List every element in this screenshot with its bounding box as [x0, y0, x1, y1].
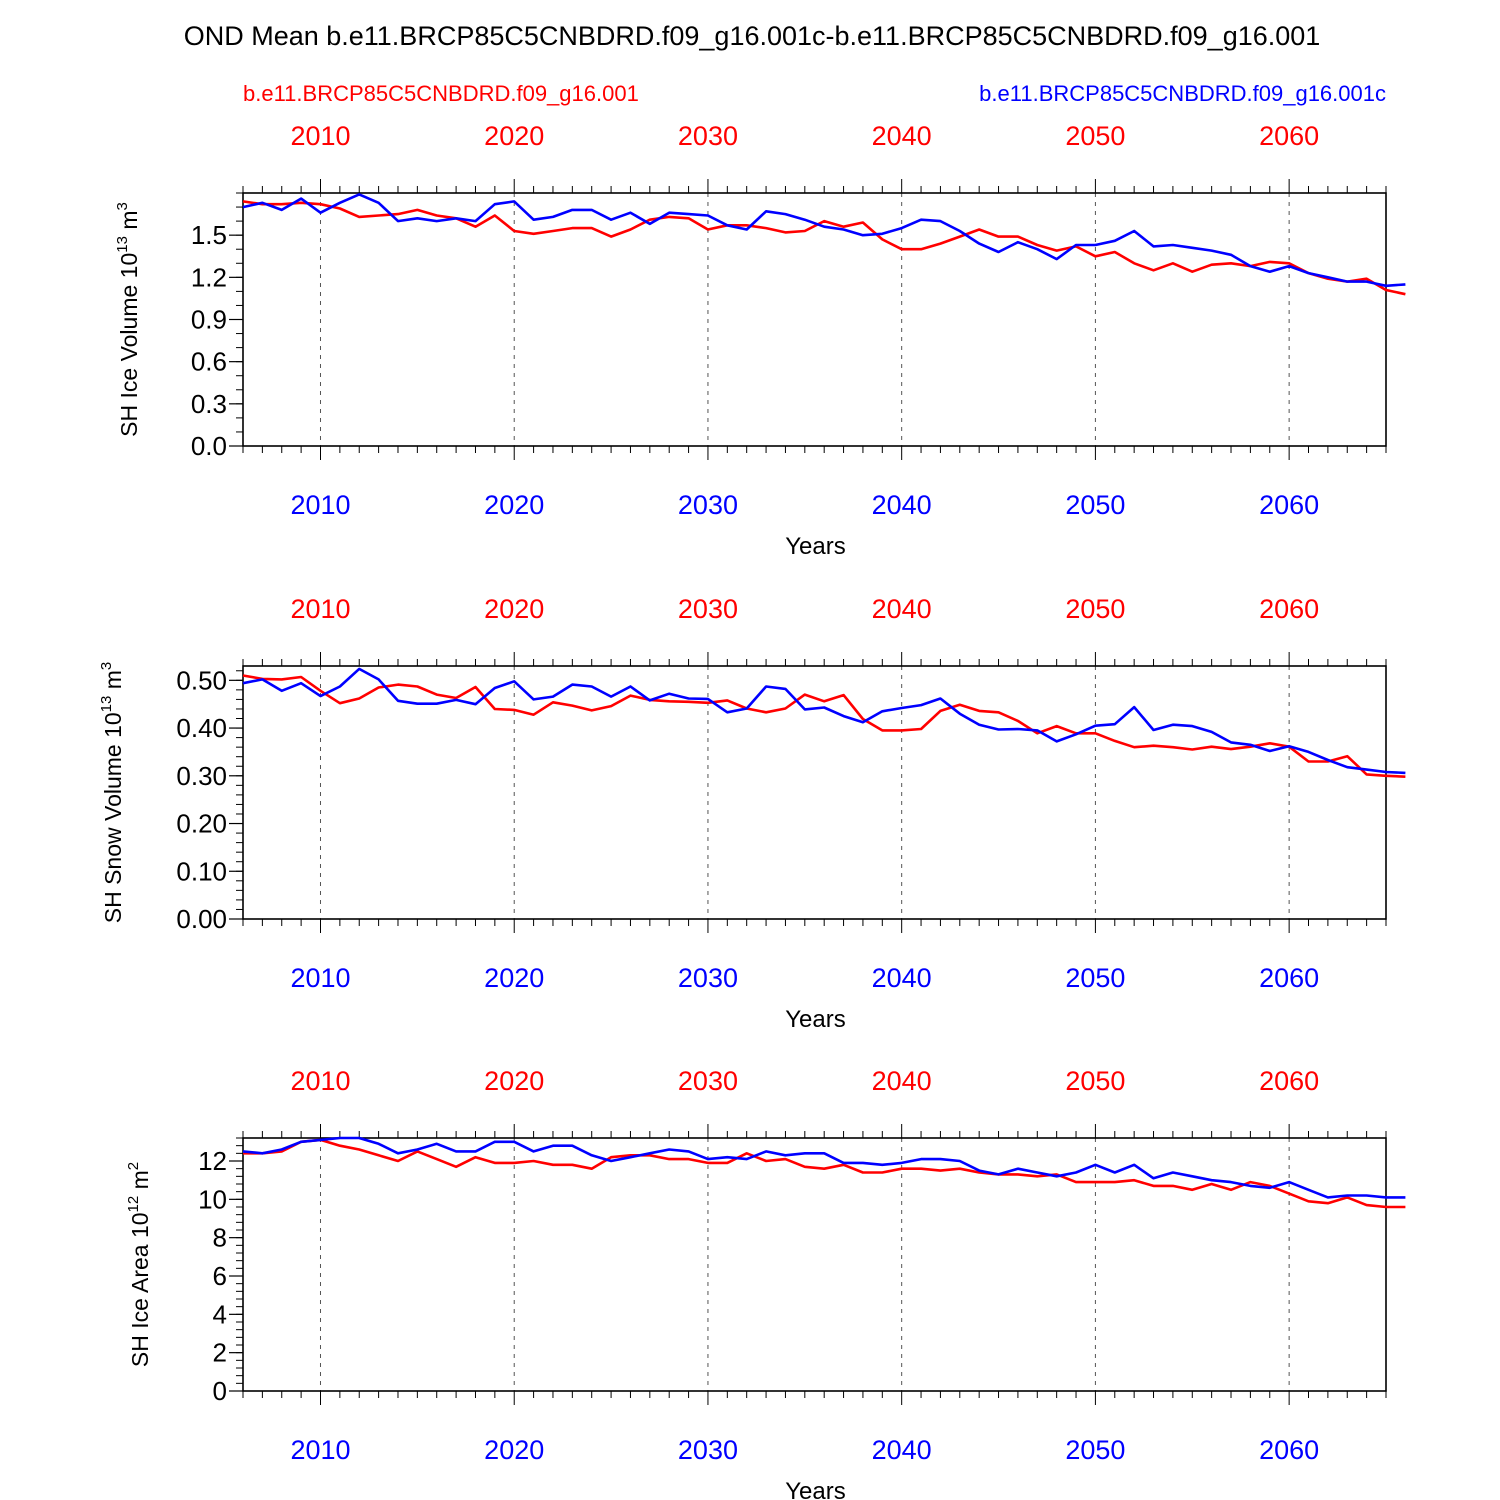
y-axis-label-part: m: [100, 670, 126, 689]
y-tick-label: 12: [198, 1146, 227, 1176]
figure-title: OND Mean b.e11.BRCP85C5CNBDRD.f09_g16.00…: [184, 21, 1321, 51]
series-line: [242, 193, 1406, 288]
x-tick-label-bottom: 2040: [872, 490, 932, 520]
x-tick-label-bottom: 2040: [872, 963, 932, 993]
x-tick-label-bottom: 2030: [678, 490, 738, 520]
y-axis-label-part: 13: [98, 696, 115, 713]
y-tick-label: 2: [213, 1338, 227, 1368]
panels: 2010201020202020203020302040204020502050…: [98, 121, 1406, 1500]
x-tick-label-bottom: 2020: [484, 963, 544, 993]
y-axis-label: SH Ice Volume 1013 m3: [114, 202, 142, 437]
y-tick-label: 4: [213, 1299, 227, 1329]
y-axis-label-part: 12: [125, 1196, 142, 1213]
chart-panel-2: 2010 2010 2020 2020 2030 2030 2040 2040 2050 2050…: [98, 594, 1406, 1033]
x-tick-label-top: 2060: [1259, 121, 1319, 151]
x-tick-label-bottom: 2020: [484, 1435, 544, 1465]
x-axis-label: Years: [785, 1006, 846, 1033]
series-blue: [242, 667, 1406, 775]
y-tick-label: 0.6: [191, 347, 227, 377]
y-tick-label: 0.50: [176, 665, 227, 695]
x-tick-label-bottom: 2010: [290, 963, 350, 993]
x-tick-label-bottom: 2050: [1065, 963, 1125, 993]
x-tick-label-top: 2040: [872, 1066, 932, 1096]
series-blue: [242, 1136, 1406, 1199]
y-axis-label-part: 13: [114, 236, 131, 253]
series-red: [242, 674, 1406, 778]
x-tick-label-bottom: 2060: [1259, 963, 1319, 993]
x-tick-label-bottom: 2030: [678, 963, 738, 993]
y-tick-label: 8: [213, 1223, 227, 1253]
x-tick-label-top: 2040: [872, 594, 932, 624]
series-line: [243, 1138, 1406, 1209]
series-line: [242, 1136, 1406, 1199]
y-tick-label: 0.3: [191, 389, 227, 419]
y-axis-label-part: m: [116, 210, 142, 229]
y-axis-label-part: SH Ice Volume 10: [116, 253, 142, 437]
x-axis-label: Years: [785, 533, 846, 560]
x-tick-label-bottom: 2050: [1065, 490, 1125, 520]
y-axis-label-part: SH Snow Volume 10: [100, 712, 126, 923]
series-line: [242, 200, 1406, 296]
x-tick-label-top: 2060: [1259, 594, 1319, 624]
x-tick-label-bottom: 2060: [1259, 1435, 1319, 1465]
x-tick-label-top: 2020: [484, 594, 544, 624]
x-tick-label-top: 2020: [484, 121, 544, 151]
x-tick-label-bottom: 2030: [678, 1435, 738, 1465]
x-tick-label-top: 2010: [290, 594, 350, 624]
chart-panel-3: 2010201020202020203020302040204020502050…: [125, 1066, 1406, 1500]
series-blue: [242, 193, 1406, 288]
x-tick-label-top: 2050: [1065, 121, 1125, 151]
x-axis-label: Years: [785, 1478, 846, 1500]
x-tick-label-top: 2010: [290, 121, 350, 151]
x-tick-label-bottom: 2020: [484, 490, 544, 520]
y-axis-label-part: m: [127, 1170, 153, 1189]
y-axis-label: SH Snow Volume 1013 m3: [98, 662, 126, 924]
y-tick-label: 0.9: [191, 305, 227, 335]
x-tick-label-bottom: 2040: [872, 1435, 932, 1465]
x-tick-label-bottom: 2010: [290, 1435, 350, 1465]
plot-frame: [242, 192, 1387, 447]
y-axis-label-part: SH Ice Area 10: [127, 1212, 153, 1367]
y-tick-label: 0.20: [176, 809, 227, 839]
y-tick-label: 0: [213, 1376, 227, 1406]
y-tick-label: 1.2: [191, 262, 227, 292]
series-line: [242, 674, 1406, 778]
x-tick-label-top: 2050: [1065, 1066, 1125, 1096]
y-tick-label: 0.10: [176, 856, 227, 886]
series-red: [243, 1138, 1406, 1209]
y-tick-label: 0.00: [176, 904, 227, 934]
x-tick-label-top: 2050: [1065, 594, 1125, 624]
y-tick-label: 0.30: [176, 761, 227, 791]
x-tick-label-top: 2040: [872, 121, 932, 151]
y-axis-label-part: 2: [125, 1162, 142, 1170]
y-tick-label: 1.5: [191, 220, 227, 250]
y-tick-label: 10: [198, 1184, 227, 1214]
y-axis-label: SH Ice Area 1012 m2: [125, 1162, 153, 1367]
x-tick-label-top: 2060: [1259, 1066, 1319, 1096]
x-tick-label-bottom: 2050: [1065, 1435, 1125, 1465]
y-tick-label: 6: [213, 1261, 227, 1291]
legend-blue-case: b.e11.BRCP85C5CNBDRD.f09_g16.001c: [979, 81, 1386, 106]
y-tick-label: 0.0: [191, 431, 227, 461]
y-tick-label: 0.40: [176, 713, 227, 743]
x-tick-label-top: 2020: [484, 1066, 544, 1096]
x-tick-label-bottom: 2010: [290, 490, 350, 520]
x-tick-label-top: 2030: [678, 1066, 738, 1096]
x-tick-label-top: 2030: [678, 594, 738, 624]
x-tick-label-bottom: 2060: [1259, 490, 1319, 520]
y-axis-label-part: 3: [98, 662, 115, 670]
series-red: [242, 200, 1406, 296]
series-line: [242, 667, 1406, 775]
chart-panel-1: 2010 2010 2020 2020 2030 2030 2040 2040 2050 2050…: [114, 121, 1406, 560]
x-tick-label-top: 2030: [678, 121, 738, 151]
x-tick-label-top: 2010: [290, 1066, 350, 1096]
legend-red-case: b.e11.BRCP85C5CNBDRD.f09_g16.001: [243, 81, 639, 106]
y-axis-label-part: 3: [114, 202, 131, 210]
plot-frame: [242, 1137, 1387, 1392]
plot-frame: [242, 665, 1387, 920]
